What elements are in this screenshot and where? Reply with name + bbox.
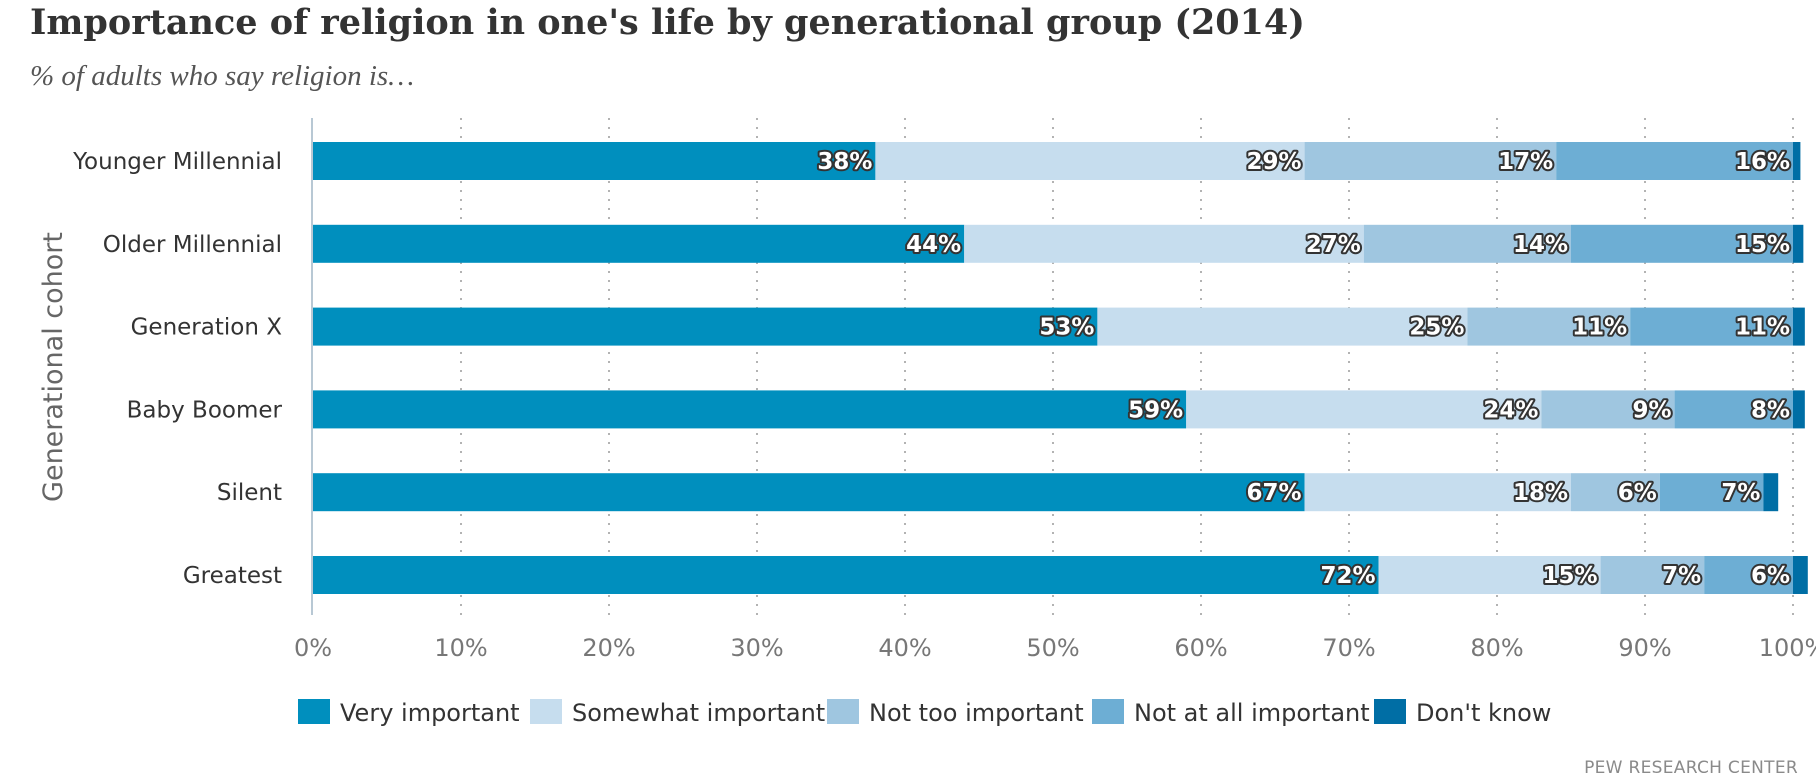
data-label: 67% bbox=[1247, 480, 1302, 506]
bar-segment bbox=[1467, 307, 1631, 346]
data-label: 6% bbox=[1618, 480, 1657, 506]
legend-label: Not too important bbox=[869, 699, 1084, 727]
data-label: 9% bbox=[1633, 397, 1672, 423]
x-tick-label: 10% bbox=[434, 634, 487, 662]
category-label: Younger Millennial bbox=[72, 149, 282, 175]
data-label: 7% bbox=[1721, 480, 1760, 506]
bar-segment bbox=[1793, 307, 1805, 346]
source-credit: PEW RESEARCH CENTER bbox=[1584, 758, 1798, 778]
x-tick-label: 90% bbox=[1618, 634, 1671, 662]
y-axis-title: Generational cohort bbox=[38, 232, 69, 502]
data-label: 15% bbox=[1543, 563, 1598, 589]
category-label: Greatest bbox=[183, 563, 282, 589]
bar-segment bbox=[1793, 556, 1808, 594]
data-label: 44% bbox=[906, 232, 961, 258]
x-tick-label: 100% bbox=[1759, 634, 1816, 662]
bar-segment bbox=[875, 142, 1305, 180]
bar-segment bbox=[1556, 142, 1793, 180]
gridlines bbox=[460, 118, 1794, 615]
data-label: 27% bbox=[1306, 232, 1361, 258]
legend-swatch bbox=[530, 699, 562, 724]
category-label: Generation X bbox=[131, 315, 283, 341]
data-label: 29% bbox=[1247, 149, 1302, 175]
data-label: 11% bbox=[1735, 315, 1790, 341]
data-label: 6% bbox=[1751, 563, 1790, 589]
data-label: 18% bbox=[1513, 480, 1568, 506]
x-tick-label: 30% bbox=[730, 634, 783, 662]
bar-segment bbox=[1793, 142, 1801, 180]
category-label: Older Millennial bbox=[103, 232, 282, 258]
chart-title: Importance of religion in one's life by … bbox=[30, 2, 1305, 43]
data-label: 16% bbox=[1735, 149, 1790, 175]
x-tick-label: 0% bbox=[294, 634, 332, 662]
bar-segment bbox=[964, 224, 1364, 263]
x-tick-label: 80% bbox=[1470, 634, 1523, 662]
data-label: 7% bbox=[1662, 563, 1701, 589]
bar-segment bbox=[1571, 224, 1793, 263]
legend-swatch bbox=[827, 699, 859, 724]
value-labels: 38% 29% 17% 16% 44% 27% 14% 15% 53% 25% 11% 11% 59% 2… bbox=[815, 147, 1792, 591]
x-tick-label: 50% bbox=[1026, 634, 1079, 662]
bar-segment bbox=[1630, 307, 1793, 346]
data-label: 59% bbox=[1128, 397, 1183, 423]
category-labels: Younger Millennial Older Millennial Genera… bbox=[72, 149, 282, 589]
bars bbox=[313, 142, 1808, 594]
x-tick-label: 70% bbox=[1322, 634, 1375, 662]
data-label: 38% bbox=[817, 149, 872, 175]
x-tick-label: 60% bbox=[1174, 634, 1227, 662]
legend-swatch bbox=[298, 699, 330, 724]
x-tick-label: 20% bbox=[582, 634, 635, 662]
bar-segment bbox=[1304, 473, 1571, 512]
bar-segment bbox=[1763, 473, 1779, 512]
data-label: 8% bbox=[1751, 397, 1790, 423]
data-label: 11% bbox=[1572, 315, 1627, 341]
x-tick-labels: 0% 10% 20% 30% 40% 50% 60% 70% 80% 90% 100% bbox=[294, 634, 1816, 662]
legend: Very important Somewhat important Not too … bbox=[298, 699, 1551, 727]
category-label: Baby Boomer bbox=[127, 397, 283, 423]
bar-segment bbox=[1793, 390, 1805, 429]
bar-segment bbox=[1097, 307, 1468, 346]
data-label: 14% bbox=[1513, 232, 1568, 258]
bar-segment bbox=[313, 224, 965, 263]
data-label: 24% bbox=[1483, 397, 1538, 423]
data-label: 53% bbox=[1039, 315, 1094, 341]
bar-segment bbox=[313, 142, 876, 180]
bar-segment bbox=[313, 473, 1305, 512]
bar-segment bbox=[1659, 473, 1764, 512]
legend-swatch bbox=[1092, 699, 1124, 724]
legend-label: Very important bbox=[340, 699, 520, 727]
bar-segment bbox=[1674, 390, 1793, 429]
chart-subtitle: % of adults who say religion is… bbox=[30, 60, 414, 92]
bar-segment bbox=[313, 390, 1187, 429]
bar-segment bbox=[1571, 473, 1660, 512]
data-label: 15% bbox=[1735, 232, 1790, 258]
category-label: Silent bbox=[217, 480, 282, 506]
data-label: 25% bbox=[1409, 315, 1464, 341]
bar-segment bbox=[1541, 390, 1675, 429]
legend-swatch bbox=[1374, 699, 1406, 724]
bar-segment bbox=[1304, 142, 1557, 180]
data-label: 17% bbox=[1498, 149, 1553, 175]
bar-segment bbox=[1793, 224, 1804, 263]
bar-segment bbox=[1704, 556, 1793, 594]
bar-segment bbox=[1378, 556, 1601, 594]
bar-segment bbox=[1600, 556, 1705, 594]
legend-label: Not at all important bbox=[1134, 699, 1370, 727]
data-label: 72% bbox=[1321, 563, 1376, 589]
x-tick-label: 40% bbox=[878, 634, 931, 662]
legend-label: Somewhat important bbox=[572, 699, 825, 727]
bar-segment bbox=[1363, 224, 1571, 263]
legend-label: Don't know bbox=[1416, 699, 1551, 727]
bar-segment bbox=[313, 307, 1098, 346]
bar-segment bbox=[1186, 390, 1542, 429]
bar-segment bbox=[313, 556, 1379, 594]
